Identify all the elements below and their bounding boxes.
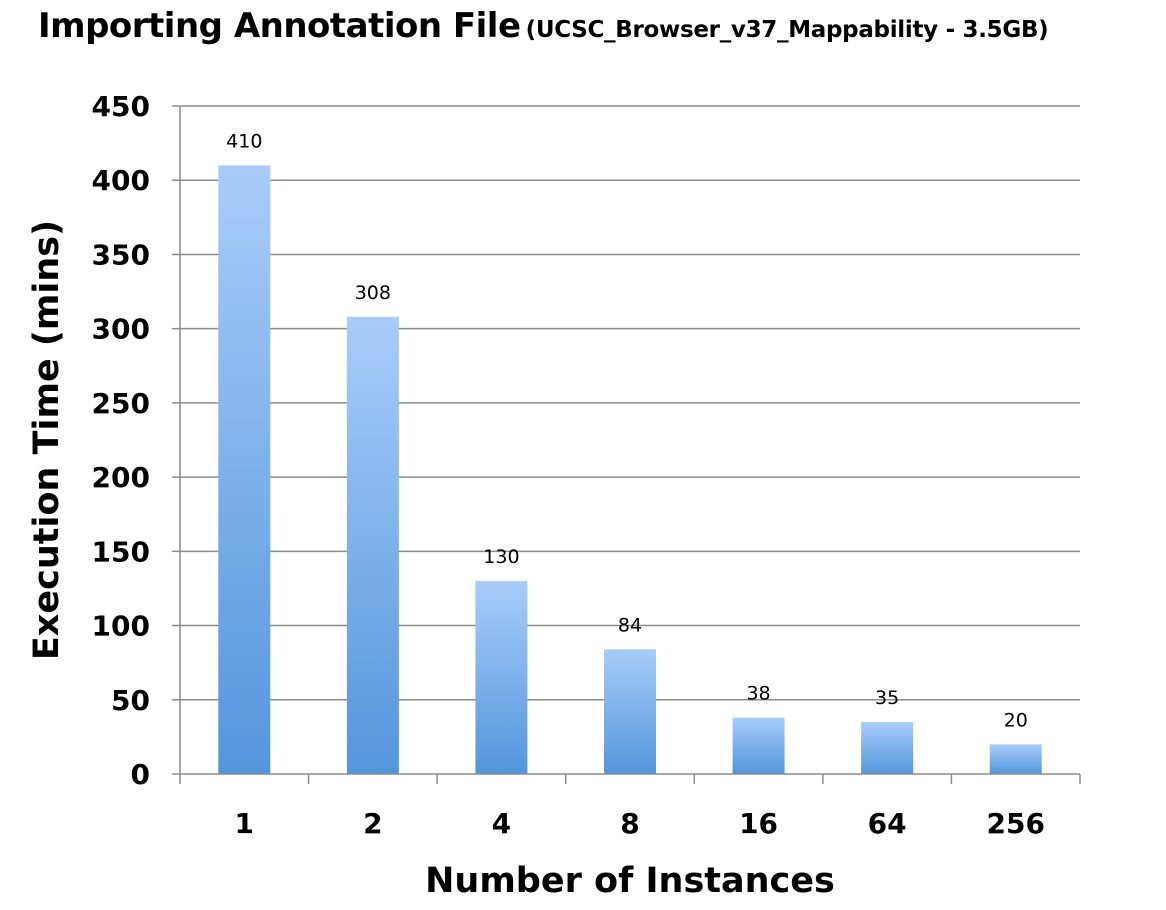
y-tick-label: 300 xyxy=(92,313,150,346)
y-tick-label: 250 xyxy=(92,387,150,420)
bar-1 xyxy=(218,165,271,774)
y-tick-label: 50 xyxy=(111,684,150,717)
bar-8 xyxy=(604,649,656,774)
x-tick-label: 16 xyxy=(739,807,778,840)
x-tick-label: 1 xyxy=(235,807,254,840)
data-label: 84 xyxy=(618,614,642,636)
x-tick-label: 4 xyxy=(492,807,511,840)
bar-256 xyxy=(989,744,1042,774)
bar-16 xyxy=(732,717,785,774)
x-tick-label: 64 xyxy=(868,807,907,840)
bar-4 xyxy=(475,581,528,774)
y-axis-title: Execution Time (mins) xyxy=(27,220,67,660)
data-label: 130 xyxy=(483,546,519,568)
y-tick-label: 0 xyxy=(131,758,150,791)
bar-2 xyxy=(346,316,399,774)
labels: 0 50 100 150 200 250 300 350 400 450 410 1 308 2 130 4 8… xyxy=(92,90,1045,840)
y-tick-label: 150 xyxy=(92,535,150,568)
axes xyxy=(172,105,1081,784)
data-label: 308 xyxy=(355,282,391,304)
data-label: 38 xyxy=(746,683,770,705)
data-label: 35 xyxy=(875,687,899,709)
bar-64 xyxy=(861,722,914,774)
y-tick-label: 400 xyxy=(92,164,150,197)
chart-title: Importing Annotation File (UCSC_Browser_… xyxy=(38,6,1158,46)
x-tick-label: 2 xyxy=(363,807,382,840)
bars xyxy=(218,165,1042,774)
chart-title-main: Importing Annotation File xyxy=(38,6,521,46)
y-tick-label: 100 xyxy=(92,610,150,643)
data-label: 20 xyxy=(1004,709,1028,731)
y-tick-label: 450 xyxy=(92,90,150,123)
chart-subtitle: (UCSC_Browser_v37_Mappability - 3.5GB) xyxy=(525,17,1049,43)
y-tick-label: 200 xyxy=(92,461,150,494)
gridlines xyxy=(180,105,1080,701)
x-axis-title: Number of Instances xyxy=(425,861,835,901)
data-label: 410 xyxy=(226,130,262,152)
x-tick-label: 256 xyxy=(986,807,1044,840)
x-tick-label: 8 xyxy=(620,807,639,840)
y-tick-label: 350 xyxy=(92,238,150,271)
